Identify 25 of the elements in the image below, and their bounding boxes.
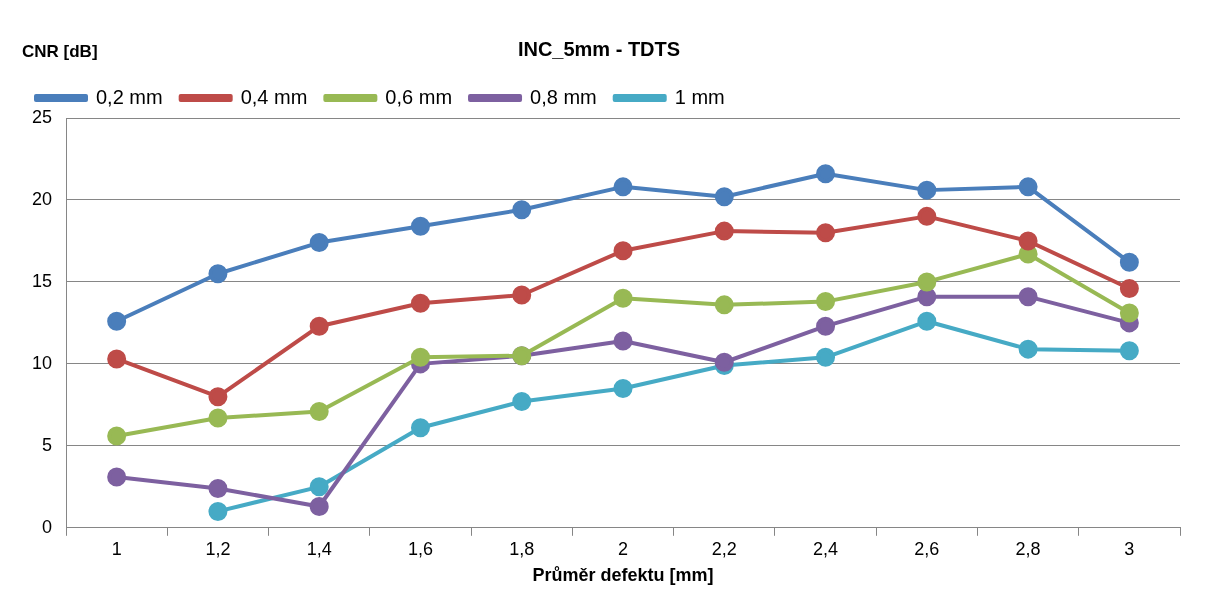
x-tick-label: 2,2 (711, 538, 737, 559)
legend-label: 1 mm (674, 85, 725, 108)
y-tick-label: 10 (31, 352, 53, 373)
legend-label: 0,4 mm (240, 85, 308, 108)
chart-title: INC_5mm - TDTS (517, 37, 681, 60)
x-tick-label: 1 (111, 538, 122, 559)
y-tick-label: 0 (42, 516, 53, 537)
x-axis-title: Průměr defektu [mm] (532, 565, 714, 586)
x-tick-label: 2,4 (813, 538, 839, 559)
x-tick-label: 2,6 (914, 538, 940, 559)
legend-label: 0,6 mm (385, 85, 453, 108)
x-tick-label: 1,2 (205, 538, 231, 559)
y-axis-title: CNR [dB] (22, 41, 98, 61)
x-tick-label: 1,6 (407, 538, 433, 559)
x-tick-label: 1,4 (306, 538, 332, 559)
x-tick-label: 1,8 (509, 538, 535, 559)
y-tick-label: 15 (31, 270, 53, 291)
y-tick-label: 25 (31, 106, 53, 127)
legend-label: 0,8 mm (530, 85, 597, 108)
x-tick-label: 3 (1124, 538, 1135, 559)
legend-label: 0,2 mm (96, 85, 163, 108)
y-tick-label: 5 (42, 434, 53, 455)
x-tick-label: 2 (618, 538, 629, 559)
y-tick-label: 20 (31, 188, 53, 209)
x-tick-label: 2,8 (1015, 538, 1041, 559)
